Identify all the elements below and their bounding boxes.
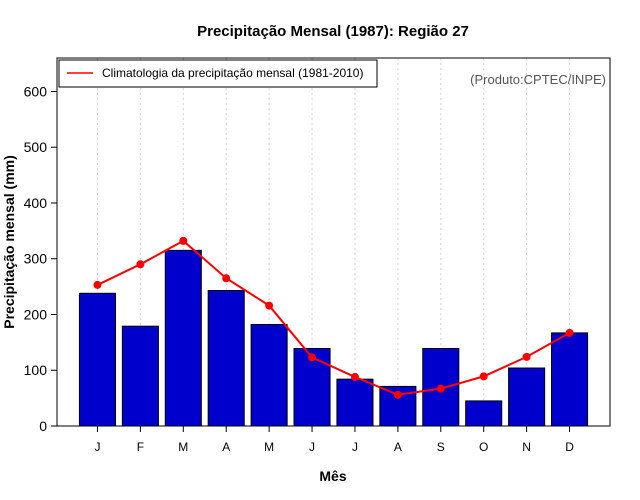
y-axis-title: Precipitação mensal (mm) xyxy=(1,155,17,329)
bar-10 xyxy=(465,400,503,427)
climatology-point-7 xyxy=(350,372,359,381)
x-axis-title: Mês xyxy=(319,468,346,484)
x-tick-label: S xyxy=(437,440,445,454)
y-axis: 0 100 200 300 400 500 600 xyxy=(24,83,57,434)
climatology-point-11 xyxy=(522,352,531,361)
bar-12 xyxy=(551,332,589,427)
bar-3 xyxy=(164,249,202,427)
x-tick-label: F xyxy=(137,440,144,454)
x-tick-label: M xyxy=(264,440,274,454)
bar-7 xyxy=(336,378,374,427)
x-tick-label: A xyxy=(394,440,402,454)
bar-2 xyxy=(121,325,159,427)
climatology-point-8 xyxy=(393,390,402,399)
climatology-point-10 xyxy=(479,372,488,381)
bar-4 xyxy=(207,290,245,427)
x-tick-label: D xyxy=(565,440,574,454)
climatology-point-1 xyxy=(93,280,102,289)
bars xyxy=(78,249,589,427)
x-tick-label: J xyxy=(94,440,100,454)
climatology-point-12 xyxy=(565,328,574,337)
y-tick-label: 200 xyxy=(24,306,48,322)
y-tick-label: 0 xyxy=(39,418,47,434)
x-tick-label: N xyxy=(522,440,531,454)
y-tick-label: 400 xyxy=(24,195,48,211)
climatology-point-5 xyxy=(265,301,274,310)
x-tick-label: J xyxy=(352,440,358,454)
source-annotation: (Produto:CPTEC/INPE) xyxy=(470,72,606,87)
climatology-line xyxy=(93,236,574,399)
x-tick-label: O xyxy=(479,440,488,454)
legend: Climatologia da precipitação mensal (198… xyxy=(58,59,378,88)
x-tick-label: M xyxy=(178,440,188,454)
x-tick-label: J xyxy=(309,440,315,454)
plot-frame xyxy=(56,57,611,427)
bar-5 xyxy=(250,324,288,427)
climatology-polyline xyxy=(97,239,571,396)
climatology-point-3 xyxy=(179,236,188,245)
climatology-point-2 xyxy=(136,260,145,269)
y-tick-label: 500 xyxy=(24,139,48,155)
x-tick-label: A xyxy=(222,440,230,454)
climatology-point-4 xyxy=(222,274,231,283)
climatology-point-6 xyxy=(308,353,317,362)
legend-box xyxy=(58,59,378,88)
bar-1 xyxy=(78,292,116,427)
bar-11 xyxy=(508,367,546,427)
climatology-point-9 xyxy=(436,384,445,393)
legend-label: Climatologia da precipitação mensal (198… xyxy=(102,66,363,80)
y-tick-label: 100 xyxy=(24,362,48,378)
y-tick-label: 300 xyxy=(24,251,48,267)
chart-title: Precipitação Mensal (1987): Região 27 xyxy=(197,23,469,40)
y-tick-label: 600 xyxy=(24,83,48,99)
